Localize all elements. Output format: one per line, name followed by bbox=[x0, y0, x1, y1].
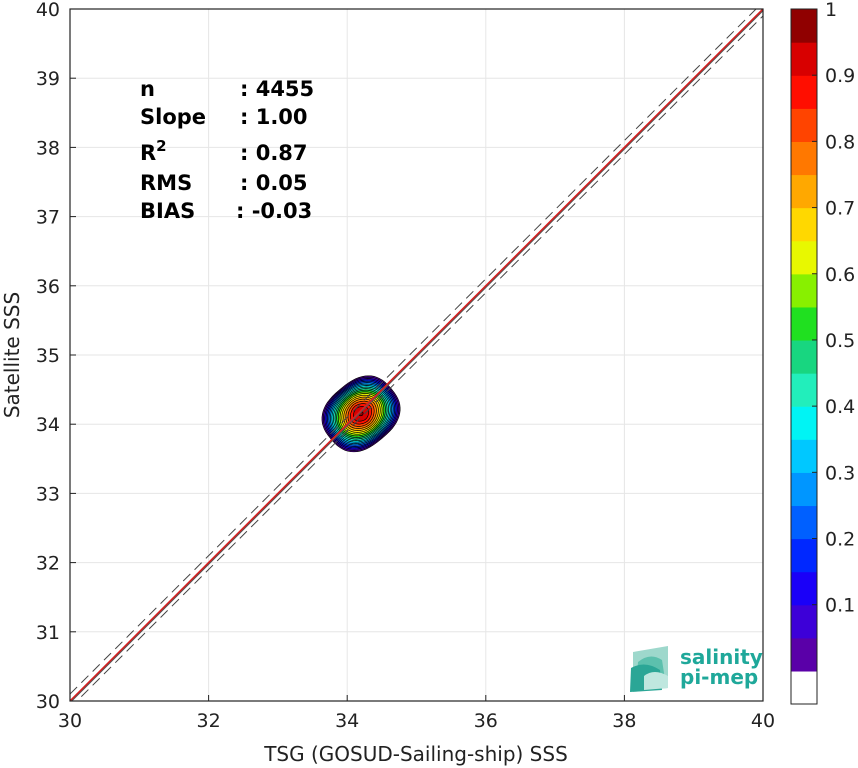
colorbar-segment bbox=[791, 141, 817, 176]
colorbar-segment bbox=[791, 406, 817, 440]
colorbar-segment bbox=[791, 571, 817, 606]
stat-label: RMS bbox=[140, 171, 192, 195]
colorbar: 1 0.9 0.8 0.7 0.6 0.5 0.4 0.3 0.2 0.1 bbox=[790, 0, 855, 705]
colorbar-segment bbox=[791, 637, 817, 672]
y-tick-label: 36 bbox=[36, 276, 60, 298]
x-axis: 30 32 34 36 38 40 bbox=[58, 695, 775, 732]
colorbar-tick-label: 0.2 bbox=[825, 529, 855, 551]
colorbar-tick-label: 0.9 bbox=[825, 65, 855, 87]
x-tick-label: 34 bbox=[335, 710, 359, 732]
logo-waves-icon bbox=[630, 646, 668, 692]
colorbar-segment bbox=[791, 439, 817, 473]
colorbar-segment bbox=[791, 505, 817, 540]
grid bbox=[69, 8, 764, 702]
logo-line1: salinity bbox=[680, 645, 763, 669]
y-tick-label: 30 bbox=[36, 691, 60, 713]
x-tick-label: 38 bbox=[612, 710, 636, 732]
stat-label: BIAS bbox=[140, 199, 195, 223]
y-tick-label: 38 bbox=[36, 137, 60, 159]
colorbar-tick-label: 0.1 bbox=[825, 595, 855, 617]
colorbar-tick-label: 0.4 bbox=[825, 396, 855, 418]
colorbar-segment bbox=[791, 108, 817, 142]
colorbar-segment bbox=[791, 306, 817, 341]
stat-value: : -0.03 bbox=[236, 199, 312, 223]
reference-lines bbox=[70, 9, 763, 701]
x-axis-label: TSG (GOSUD-Sailing-ship) SSS bbox=[263, 742, 568, 766]
stat-value: : 0.05 bbox=[240, 171, 308, 195]
colorbar-segment bbox=[791, 373, 817, 407]
colorbar-segment bbox=[791, 207, 817, 242]
stat-value: : 4455 bbox=[240, 77, 314, 101]
colorbar-frame bbox=[790, 8, 818, 705]
stats-box: n : 4455 Slope : 1.00 R2 : 0.87 RMS : 0.05 BIAS:… bbox=[140, 77, 314, 223]
y-tick-label: 34 bbox=[36, 414, 60, 436]
colorbar-segment bbox=[791, 604, 817, 639]
colorbar-segment bbox=[791, 472, 817, 507]
y-tick-label: 37 bbox=[36, 207, 60, 229]
colorbar-tick-label: 1 bbox=[825, 0, 837, 21]
logo-line2: pi-mep bbox=[680, 665, 758, 689]
colorbar-tick-label: 0.6 bbox=[825, 264, 855, 286]
y-tick-label: 35 bbox=[36, 345, 60, 367]
colorbar-segment bbox=[791, 9, 817, 43]
y-tick-label: 40 bbox=[36, 0, 60, 21]
stat-label: n bbox=[140, 77, 155, 101]
y-tick-label: 31 bbox=[36, 622, 60, 644]
dashed-bound-line bbox=[70, 9, 757, 695]
density-contours bbox=[321, 375, 401, 453]
colorbar-tick-label: 0.5 bbox=[825, 330, 855, 352]
colorbar-tick-label: 0.8 bbox=[825, 131, 855, 153]
colorbar-segment bbox=[791, 174, 817, 209]
colorbar-segment bbox=[791, 538, 817, 573]
colorbar-segment bbox=[791, 240, 817, 275]
stat-label: Slope bbox=[140, 105, 206, 129]
y-tick-label: 39 bbox=[36, 68, 60, 90]
stat-value: : 1.00 bbox=[240, 105, 308, 129]
dashed-bound-line bbox=[76, 15, 763, 701]
colorbar-segment bbox=[791, 339, 817, 374]
colorbar-tick-label: 0.7 bbox=[825, 198, 855, 220]
stat-value: : 0.87 bbox=[240, 141, 308, 165]
y-tick-label: 33 bbox=[36, 483, 60, 505]
colorbar-segment bbox=[791, 75, 817, 109]
colorbar-segment bbox=[791, 670, 817, 705]
y-tick-label: 32 bbox=[36, 553, 60, 575]
colorbar-segment bbox=[791, 273, 817, 308]
x-tick-label: 36 bbox=[474, 710, 498, 732]
fit-line bbox=[70, 9, 763, 701]
colorbar-segment bbox=[791, 42, 817, 76]
salinity-pi-mep-logo: salinity pi-mep bbox=[630, 645, 763, 692]
x-tick-label: 32 bbox=[197, 710, 221, 732]
stat-label: R2 bbox=[140, 137, 167, 165]
identity-line bbox=[70, 10, 763, 701]
x-tick-label: 30 bbox=[58, 710, 82, 732]
x-tick-label: 40 bbox=[751, 710, 775, 732]
y-axis: 30 31 32 33 34 35 36 37 38 39 40 bbox=[36, 0, 76, 713]
y-axis-label: Satellite SSS bbox=[0, 292, 24, 418]
colorbar-tick-label: 0.3 bbox=[825, 462, 855, 484]
